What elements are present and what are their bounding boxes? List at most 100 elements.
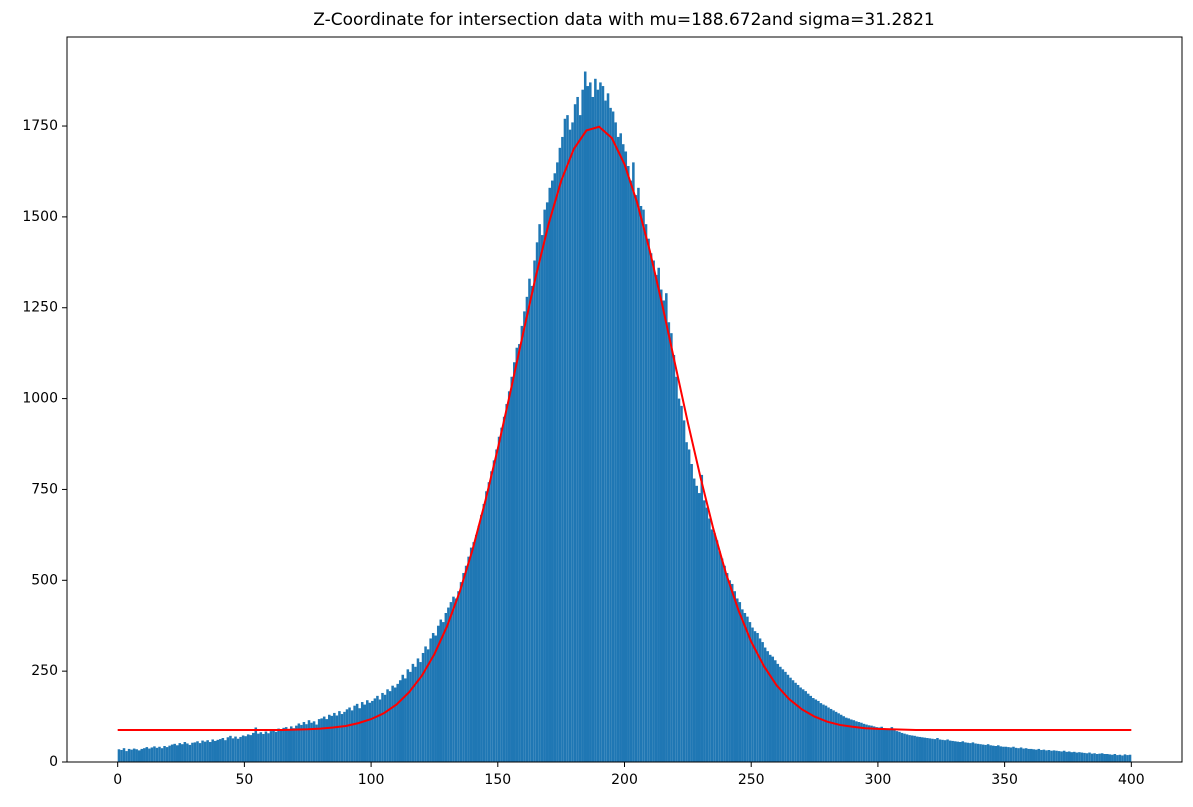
bar (743, 613, 747, 762)
bar (791, 680, 795, 762)
bar (292, 728, 296, 762)
bar (969, 743, 972, 762)
bar (659, 289, 663, 762)
bar (419, 662, 422, 762)
bar (862, 723, 866, 762)
x-tick-label: 300 (865, 772, 892, 788)
bar (1035, 749, 1038, 762)
bar (839, 714, 843, 762)
bar (388, 691, 392, 762)
bar (262, 734, 265, 762)
bar (715, 540, 719, 762)
bar (789, 677, 792, 762)
bar (254, 727, 258, 762)
bar (908, 735, 911, 762)
bar (1080, 752, 1084, 762)
bar (672, 354, 676, 762)
bar (507, 391, 511, 762)
bar (216, 739, 220, 762)
bar (353, 705, 356, 762)
bar (259, 732, 263, 762)
bar (844, 717, 848, 762)
bar (880, 726, 883, 762)
bar (520, 325, 524, 762)
bar (710, 529, 714, 762)
bar (492, 460, 496, 762)
bar (188, 744, 192, 762)
bar (591, 96, 595, 762)
bar (510, 376, 513, 762)
bar (586, 86, 590, 762)
bar (244, 736, 247, 762)
bar (827, 707, 830, 762)
fit-curve (117, 125, 1132, 732)
bar (799, 687, 802, 762)
bar (728, 580, 731, 762)
bar (809, 695, 813, 762)
bar (393, 687, 397, 762)
bar (723, 565, 726, 762)
bar (360, 702, 364, 762)
bar (1004, 746, 1008, 762)
bar (936, 738, 939, 762)
bar (363, 704, 367, 762)
bar (834, 711, 838, 762)
bar (926, 738, 929, 762)
bar (482, 503, 486, 762)
bar (885, 728, 889, 762)
bar (700, 474, 704, 762)
bar (563, 118, 567, 763)
bar (589, 82, 592, 762)
bar (971, 742, 975, 762)
bar (852, 720, 856, 762)
bar (320, 718, 323, 762)
bar (857, 722, 861, 762)
bar (634, 195, 638, 762)
bar (685, 442, 688, 762)
bar (371, 700, 374, 762)
bar (421, 652, 425, 762)
bar (135, 749, 138, 762)
bar (525, 296, 529, 762)
bar (480, 514, 483, 762)
bar (665, 293, 668, 762)
bar (594, 78, 597, 762)
bar (928, 738, 932, 762)
bar (391, 685, 394, 762)
bar (515, 347, 519, 762)
x-tick-label: 150 (484, 772, 511, 788)
bar (548, 187, 552, 763)
bar (1014, 747, 1018, 762)
bar (561, 136, 564, 762)
bar (981, 744, 985, 762)
bar (806, 693, 810, 762)
bar (193, 742, 197, 762)
bar (951, 740, 954, 762)
bar (1037, 748, 1041, 762)
bar (1042, 749, 1046, 762)
bar (1118, 754, 1122, 762)
y-tick-label: 250 (31, 663, 58, 679)
bar (1126, 755, 1129, 762)
bar (915, 736, 919, 762)
bar (366, 700, 369, 762)
bar (246, 734, 250, 762)
bar (495, 449, 498, 762)
bar (923, 737, 927, 762)
bar (1007, 747, 1010, 762)
bar (948, 740, 952, 762)
bar (931, 738, 934, 762)
bar (474, 534, 478, 762)
bar (201, 740, 204, 762)
bar (355, 703, 359, 762)
bar (1032, 749, 1036, 762)
y-tick-label: 1250 (22, 300, 58, 316)
bar (153, 746, 156, 762)
bar (599, 82, 602, 762)
bar (485, 491, 488, 762)
bar (649, 253, 653, 762)
y-tick-label: 1000 (22, 391, 58, 407)
bar (513, 362, 516, 762)
bar (452, 596, 455, 762)
bar (966, 742, 970, 762)
